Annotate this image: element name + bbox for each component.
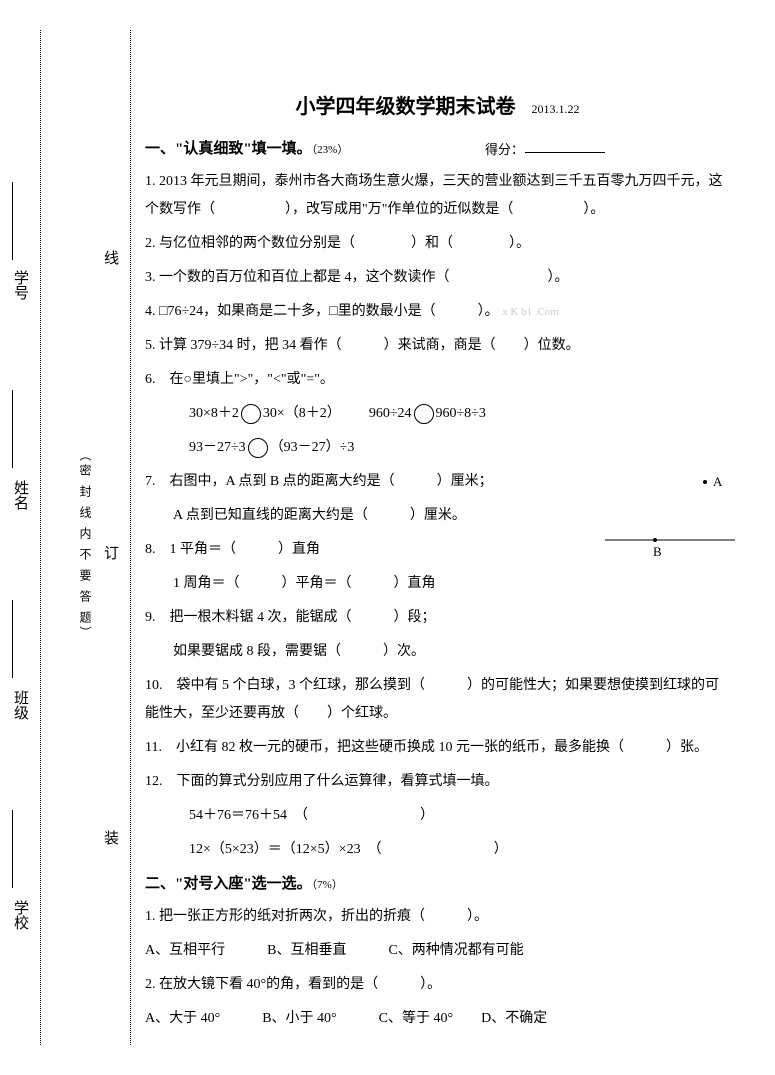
q6-row1: 30×8＋2 30×（8＋2） 960÷24 960÷8÷3 (145, 400, 730, 428)
field-class-underline (12, 600, 13, 678)
q12a: 54＋76＝76＋54 （ ） (145, 802, 730, 830)
point-b-label: B (653, 544, 662, 559)
q11: 11. 小红有 82 枚一元的硬币，把这些硬币换成 10 元一张的纸币，最多能换… (145, 734, 730, 762)
content: 小学四年级数学期末试卷 2013.1.22 一、"认真细致"填一填。（23%） … (145, 90, 730, 1039)
q6b-right: 960÷8÷3 (436, 406, 486, 421)
field-school-underline (12, 810, 13, 888)
q12b: 12×（5×23）＝（12×5）×23 （ ） (145, 836, 730, 864)
field-school-label: 学校 (10, 900, 31, 930)
q9: 9. 把一根木料锯 4 次，能锯成（ ）段； (145, 604, 730, 632)
compare-circle (241, 404, 261, 424)
q6b-left: 960÷24 (369, 406, 412, 421)
section1-pct: （23%） (312, 144, 349, 156)
seal-char-ding: 订 (100, 545, 121, 650)
q7-diagram: A B (605, 470, 735, 580)
field-class-label: 班级 (10, 690, 31, 720)
main-title: 小学四年级数学期末试卷 (296, 96, 516, 118)
q4-text: 4. □76÷24，如果商是二十多，□里的数最小是（ ）。 (145, 304, 499, 319)
title-row: 小学四年级数学期末试卷 2013.1.22 (145, 90, 730, 119)
q6c-right: （93－27）÷3 (270, 440, 355, 455)
compare-circle (414, 404, 434, 424)
score-label: 得分： (485, 139, 524, 158)
s2q1: 1. 把一张正方形的纸对折两次，折出的折痕（ ）。 (145, 903, 730, 931)
dotted-line-right (130, 30, 131, 1045)
field-name-label: 姓名 (10, 480, 31, 510)
page: 学校 班级 姓名 学号 线 订 装 （密 封 线 内 不 要 答 题） 小学四年… (0, 0, 775, 1075)
q1: 1. 2013 年元旦期间，泰州市各大商场生意火爆，三天的营业额达到三千五百零九… (145, 168, 730, 224)
section1-title: 一、"认真细致"填一填。 (145, 141, 312, 157)
field-name-underline (12, 390, 13, 468)
field-id-underline (12, 182, 13, 260)
q4: 4. □76÷24，如果商是二十多，□里的数最小是（ ）。 x K b1 .Co… (145, 298, 730, 326)
seal-char-zhuang: 装 (100, 830, 121, 935)
q6: 6. 在○里填上">"，"<"或"="。 (145, 366, 730, 394)
dotted-line-left (40, 30, 41, 1045)
q2: 2. 与亿位相邻的两个数位分别是（ ）和（ ）。 (145, 230, 730, 258)
q6a-left: 30×8＋2 (189, 406, 239, 421)
q3: 3. 一个数的百万位和百位上都是 4，这个数读作（ ）。 (145, 264, 730, 292)
section2-header: 二、"对号入座"选一选。（7%） (145, 872, 730, 893)
s2q2: 2. 在放大镜下看 40°的角，看到的是（ ）。 (145, 971, 730, 999)
q6c-left: 93－27÷3 (189, 440, 246, 455)
compare-circle (248, 438, 268, 458)
q6-row2: 93－27÷3 （93－27）÷3 (145, 434, 730, 462)
s2q1-options: A、互相平行 B、互相垂直 C、两种情况都有可能 (145, 937, 730, 965)
section1-header: 一、"认真细致"填一填。（23%） 得分： (145, 137, 730, 158)
seal-note: （密 封 线 内 不 要 答 题） (77, 449, 94, 641)
field-id-label: 学号 (10, 270, 31, 300)
q10: 10. 袋中有 5 个白球，3 个红球，那么摸到（ ）的可能性大；如果要想使摸到… (145, 672, 730, 728)
s2q2-options: A、大于 40° B、小于 40° C、等于 40° D、不确定 (145, 1005, 730, 1033)
point-a-label: A (713, 474, 723, 489)
section2-title: 二、"对号入座"选一选。 (145, 876, 312, 892)
q6a-right: 30×（8＋2） (263, 406, 341, 421)
q9b: 如果要锯成 8 段，需要锯（ ）次。 (145, 638, 730, 666)
q5: 5. 计算 379÷34 时，把 34 看作（ ）来试商，商是（ ）位数。 (145, 332, 730, 360)
section2-pct: （7%） (312, 879, 343, 891)
q4-watermark: x K b1 .Com (502, 306, 559, 318)
seal-char-xian: 线 (100, 250, 121, 355)
q12: 12. 下面的算式分别应用了什么运算律，看算式填一填。 (145, 768, 730, 796)
score-underline (525, 152, 605, 153)
date: 2013.1.22 (532, 102, 580, 116)
binding-fields: 学校 班级 姓名 学号 (0, 0, 40, 1075)
